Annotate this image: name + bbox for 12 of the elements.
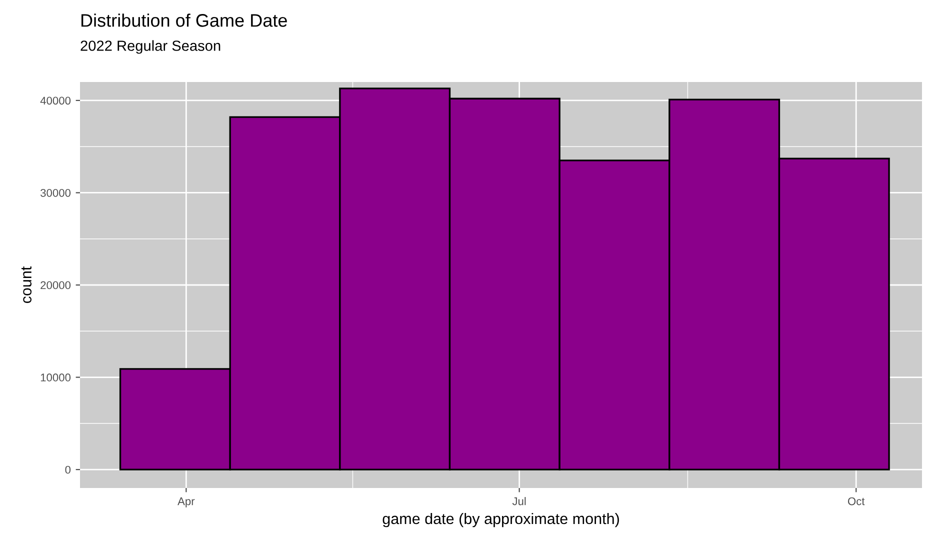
x-tick-label: Oct xyxy=(848,497,865,506)
x-tick-label: Jul xyxy=(512,497,526,506)
y-tick-label: 0 xyxy=(65,466,71,474)
x-tick-label: Apr xyxy=(178,497,195,508)
y-tick-label: 10000 xyxy=(40,374,71,382)
y-axis-title: count xyxy=(21,266,32,304)
chart-title: Distribution of Game Date xyxy=(81,14,287,27)
y-tick-label: 20000 xyxy=(40,281,71,290)
x-axis-title: game date (by approximate month) xyxy=(382,512,619,528)
chart-subtitle: 2022 Regular Season xyxy=(80,40,220,54)
y-tick-label: 40000 xyxy=(40,96,71,105)
y-tick-label: 30000 xyxy=(40,188,71,197)
